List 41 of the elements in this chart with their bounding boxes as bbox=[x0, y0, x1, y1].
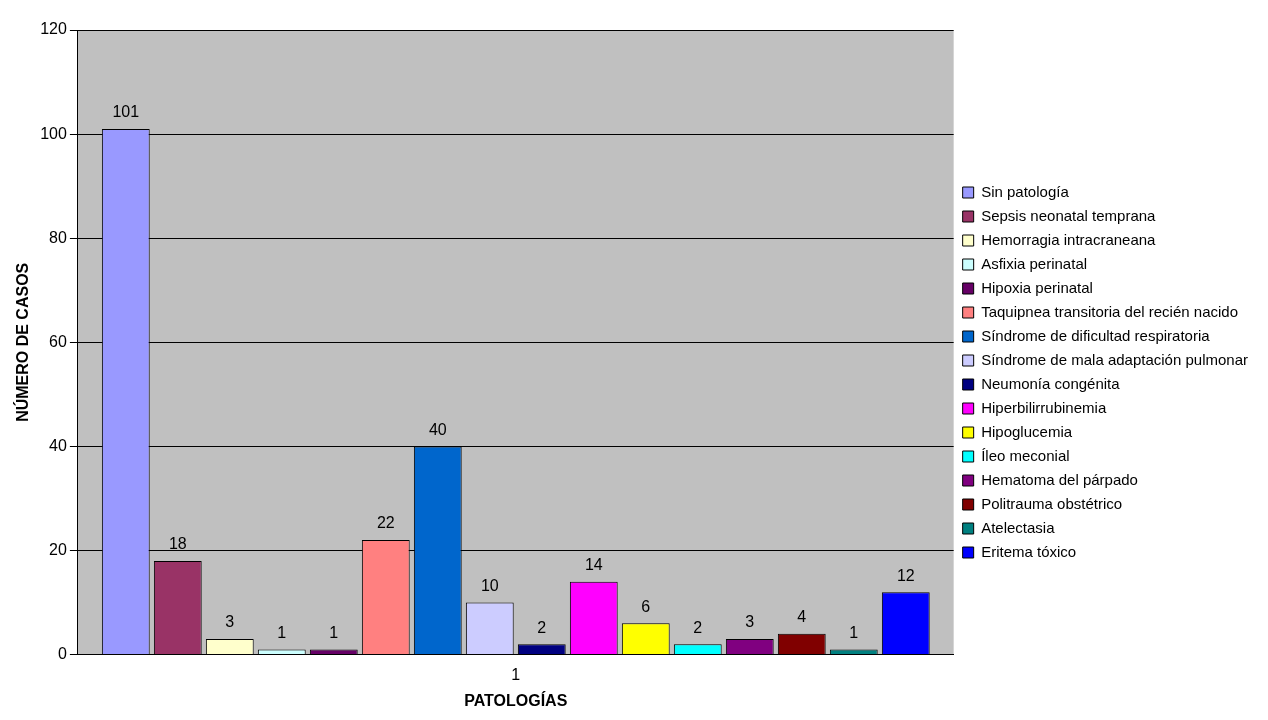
legend-label: Sin patología bbox=[981, 182, 1070, 200]
y-tick-label: 120 bbox=[40, 20, 67, 38]
data-label: 2 bbox=[693, 618, 703, 636]
legend-label: Taquipnea transitoria del recién nacido bbox=[981, 302, 1239, 320]
data-label: 14 bbox=[584, 556, 603, 574]
data-label: 1 bbox=[849, 623, 859, 641]
y-tick-label: 60 bbox=[49, 332, 67, 350]
data-label: 3 bbox=[225, 613, 235, 631]
legend-label: Neumonía congénita bbox=[981, 374, 1121, 392]
legend-label: Hiperbilirrubinemia bbox=[981, 398, 1107, 416]
legend-label: Hipoglucemia bbox=[981, 422, 1073, 440]
y-tick-label: 100 bbox=[40, 124, 67, 142]
data-label: 18 bbox=[168, 535, 187, 553]
data-label: 6 bbox=[641, 597, 651, 615]
data-label: 4 bbox=[797, 608, 807, 626]
legend-label: Hematoma del párpado bbox=[981, 470, 1138, 488]
data-label: 12 bbox=[896, 566, 915, 584]
data-label: 22 bbox=[376, 514, 395, 532]
y-tick-label: 0 bbox=[57, 645, 67, 663]
legend-label: Atelectasia bbox=[981, 518, 1056, 536]
legend-label: Hemorragia intracraneana bbox=[981, 230, 1157, 248]
y-axis-title: NÚMERO DE CASOS bbox=[13, 262, 32, 422]
y-tick-label: 40 bbox=[49, 436, 67, 454]
data-label: 10 bbox=[480, 576, 499, 594]
legend-label: Eritema tóxico bbox=[981, 542, 1077, 560]
data-label: 1 bbox=[329, 623, 339, 641]
legend-label: Hipoxia perinatal bbox=[981, 278, 1093, 296]
data-label: 2 bbox=[537, 618, 547, 636]
data-label: 3 bbox=[745, 613, 755, 631]
x-axis-title: PATOLOGÍAS bbox=[464, 690, 568, 709]
data-label: 101 bbox=[112, 103, 140, 121]
legend-label: Síndrome de dificultad respiratoria bbox=[981, 326, 1211, 344]
y-tick-label: 20 bbox=[49, 540, 67, 558]
legend-label: Síndrome de mala adaptación pulmonar bbox=[981, 350, 1249, 368]
legend-label: Sepsis neonatal temprana bbox=[981, 206, 1157, 224]
legend-label: Politrauma obstétrico bbox=[981, 494, 1123, 512]
data-label: 40 bbox=[428, 420, 447, 438]
y-tick-label: 80 bbox=[49, 228, 67, 246]
data-label: 1 bbox=[277, 623, 287, 641]
legend-label: Íleo meconial bbox=[981, 446, 1070, 464]
legend-label: Asfixia perinatal bbox=[981, 254, 1088, 272]
